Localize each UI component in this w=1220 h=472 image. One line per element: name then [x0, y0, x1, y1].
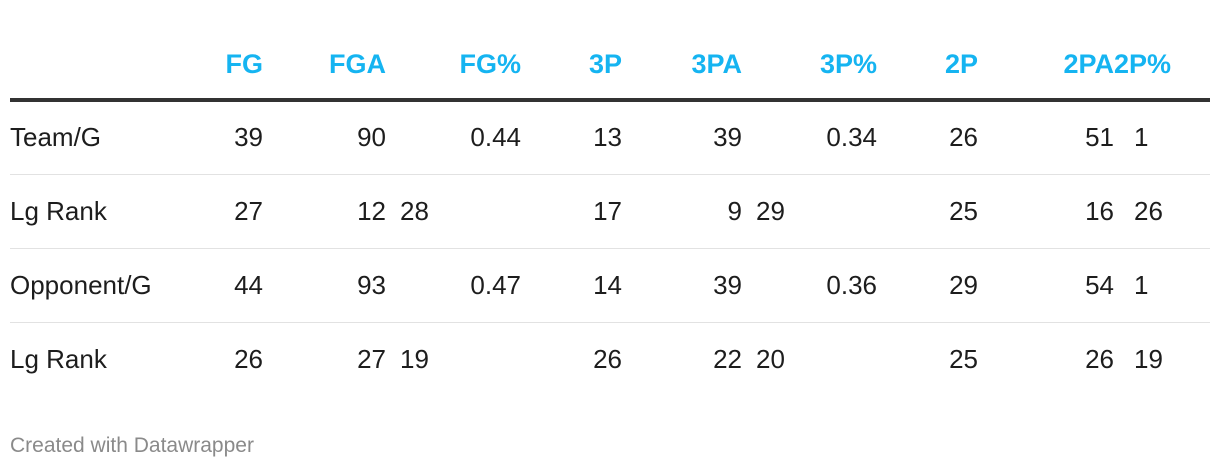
- table-cell: 29: [742, 174, 877, 249]
- table-cell: 51: [978, 100, 1114, 175]
- column-header: 2P%: [1114, 0, 1210, 102]
- column-header: 2PA: [978, 0, 1114, 102]
- table-cell: 28: [386, 174, 521, 249]
- table-cell: 26: [877, 100, 978, 175]
- table-cell: 25: [877, 174, 978, 249]
- table-row: Opponent/G 44 93 0.47 14 39 0.36 29 54 1: [10, 248, 1210, 323]
- table-cell: 0.47: [386, 248, 521, 323]
- table-row: Lg Rank 27 12 28 17 9 29 25 16 26: [10, 174, 1210, 249]
- table-cell: 26: [1085, 343, 1114, 374]
- stats-table: FG FGA FG% 3P 3PA 3P% 2P 2PA 2P% Team/G …: [10, 0, 1210, 396]
- table-cell: 26: [234, 343, 263, 374]
- row-label: Opponent/G: [10, 248, 170, 323]
- table-cell: 27: [170, 174, 263, 249]
- table-row: Lg Rank 26 27 19 26 22 20 25 26 19: [10, 322, 1210, 396]
- table-row: Team/G 39 90 0.44 13 39 0.34 26 51 1: [10, 100, 1210, 175]
- column-header: 3PA: [622, 0, 742, 102]
- table-cell: 14: [521, 248, 622, 323]
- column-header: FGA: [263, 0, 386, 102]
- column-header: FG%: [386, 0, 521, 102]
- table-cell: 26: [1114, 174, 1210, 249]
- table-cell: 90: [263, 100, 386, 175]
- column-header: [10, 0, 170, 102]
- table-cell: 17: [521, 174, 622, 249]
- table-cell: 1: [1114, 100, 1210, 175]
- column-header: 2P: [877, 0, 978, 102]
- table-cell: 0.44: [386, 100, 521, 175]
- stats-table-container: FG FGA FG% 3P 3PA 3P% 2P 2PA 2P% Team/G …: [10, 0, 1210, 400]
- table-cell: 20: [756, 343, 785, 374]
- table-cell: 39: [622, 248, 742, 323]
- table-cell: 1: [1114, 248, 1210, 323]
- row-label: Team/G: [10, 100, 170, 175]
- column-header: 3P%: [742, 0, 877, 102]
- table-cell: 93: [263, 248, 386, 323]
- table-cell: 0.34: [742, 100, 877, 175]
- table-cell: 12: [263, 174, 386, 249]
- table-cell: 54: [978, 248, 1114, 323]
- table-cell: 26: [593, 343, 622, 374]
- table-cell: 19: [1134, 343, 1163, 374]
- table-cell: 25: [949, 343, 978, 374]
- datawrapper-credit: Created with Datawrapper: [10, 434, 254, 457]
- table-cell: 39: [170, 100, 263, 175]
- table-cell: 0.36: [742, 248, 877, 323]
- table-cell: 27: [357, 343, 386, 374]
- table-cell: 13: [521, 100, 622, 175]
- column-header: FG: [170, 0, 263, 102]
- table-cell: 29: [877, 248, 978, 323]
- row-label: Lg Rank: [10, 174, 170, 249]
- column-header: 3P: [521, 0, 622, 102]
- table-cell: 19: [400, 343, 429, 374]
- header-row: FG FGA FG% 3P 3PA 3P% 2P 2PA 2P%: [10, 0, 1210, 102]
- table-cell: 16: [978, 174, 1114, 249]
- table-cell: 39: [622, 100, 742, 175]
- table-cell: 22: [713, 343, 742, 374]
- table-cell: 44: [170, 248, 263, 323]
- table-cell: 9: [622, 174, 742, 249]
- row-label: Lg Rank: [10, 343, 107, 374]
